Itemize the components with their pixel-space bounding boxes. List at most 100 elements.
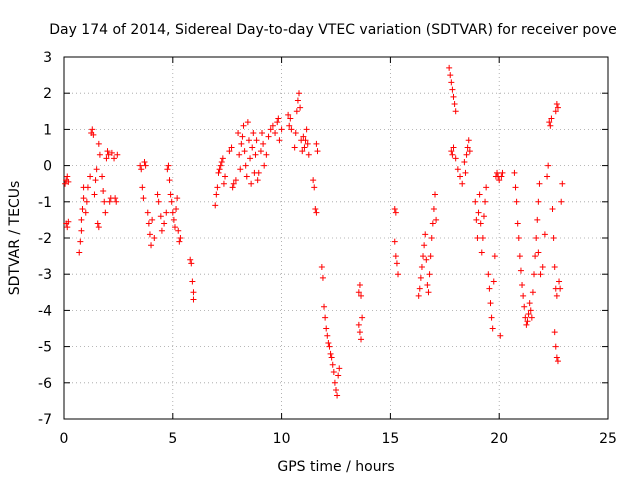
data-point bbox=[485, 271, 492, 278]
data-point bbox=[534, 216, 541, 223]
data-point bbox=[391, 206, 398, 213]
data-point bbox=[292, 130, 299, 137]
data-point bbox=[261, 162, 268, 169]
data-point bbox=[491, 253, 498, 260]
data-point bbox=[556, 278, 563, 285]
data-point bbox=[103, 155, 110, 162]
data-point bbox=[422, 231, 429, 238]
data-point bbox=[318, 263, 325, 270]
data-point bbox=[254, 177, 261, 184]
data-point bbox=[78, 216, 85, 223]
data-point bbox=[355, 289, 362, 296]
data-point bbox=[299, 148, 306, 155]
data-point bbox=[214, 184, 221, 191]
data-point bbox=[102, 209, 109, 216]
data-point bbox=[297, 104, 304, 111]
data-point bbox=[291, 144, 298, 151]
x-tick-label: 0 bbox=[60, 431, 69, 447]
data-point bbox=[553, 101, 560, 108]
data-point bbox=[514, 220, 521, 227]
data-point bbox=[137, 162, 144, 169]
data-point bbox=[164, 166, 171, 173]
y-tick-label: -2 bbox=[38, 231, 52, 247]
data-point bbox=[217, 162, 224, 169]
data-point bbox=[259, 130, 266, 137]
data-point bbox=[447, 72, 454, 79]
data-point bbox=[448, 79, 455, 86]
data-point bbox=[531, 271, 538, 278]
data-point bbox=[520, 292, 527, 299]
data-point bbox=[450, 93, 457, 100]
data-point bbox=[321, 303, 328, 310]
data-point bbox=[483, 184, 490, 191]
data-point bbox=[104, 148, 111, 155]
data-point bbox=[161, 220, 168, 227]
data-point bbox=[239, 133, 246, 140]
data-point bbox=[392, 253, 399, 260]
data-point bbox=[552, 108, 559, 115]
data-point bbox=[190, 296, 197, 303]
x-axis-ticks: 0 5 10 15 20 25 bbox=[60, 57, 617, 447]
data-point bbox=[170, 216, 177, 223]
data-point bbox=[515, 235, 522, 241]
data-point bbox=[313, 209, 320, 216]
data-point bbox=[167, 191, 174, 198]
data-point bbox=[551, 263, 558, 270]
data-point bbox=[466, 148, 473, 155]
data-point bbox=[84, 184, 91, 191]
data-point bbox=[311, 184, 318, 191]
data-point bbox=[275, 115, 282, 122]
data-point bbox=[457, 173, 464, 180]
data-point bbox=[163, 209, 170, 216]
data-point bbox=[554, 358, 561, 365]
y-tick-label: -3 bbox=[38, 267, 52, 283]
data-point bbox=[476, 191, 483, 198]
data-point bbox=[240, 122, 247, 129]
data-point bbox=[465, 137, 472, 144]
x-tick-label: 25 bbox=[599, 431, 617, 447]
data-point bbox=[252, 151, 259, 158]
y-axis-label: SDTVAR / TECUs bbox=[7, 181, 23, 296]
x-tick-label: 10 bbox=[273, 431, 291, 447]
data-point bbox=[494, 169, 501, 176]
y-tick-label: -1 bbox=[38, 195, 52, 211]
data-point bbox=[144, 209, 151, 216]
data-point bbox=[472, 198, 479, 205]
data-point bbox=[433, 216, 440, 223]
data-point bbox=[473, 216, 480, 223]
data-point bbox=[548, 115, 555, 122]
data-point bbox=[314, 148, 321, 155]
data-point bbox=[142, 162, 149, 169]
data-point bbox=[187, 256, 194, 263]
data-point bbox=[272, 130, 279, 137]
data-point bbox=[303, 126, 310, 133]
data-point bbox=[237, 166, 244, 173]
data-point bbox=[355, 321, 362, 328]
data-point bbox=[108, 149, 115, 156]
data-point bbox=[177, 235, 184, 241]
data-point bbox=[64, 173, 71, 180]
y-tick-label: -7 bbox=[38, 412, 52, 428]
data-point bbox=[174, 195, 181, 202]
data-point bbox=[477, 220, 484, 227]
data-point bbox=[428, 235, 435, 241]
data-point bbox=[512, 184, 519, 191]
y-tick-label: 1 bbox=[43, 122, 52, 138]
data-point bbox=[80, 195, 87, 202]
data-point bbox=[241, 148, 248, 155]
data-point bbox=[226, 148, 233, 155]
data-point bbox=[513, 198, 520, 205]
data-point bbox=[151, 235, 158, 241]
data-point bbox=[479, 235, 486, 241]
data-point bbox=[429, 220, 436, 227]
data-point bbox=[391, 238, 398, 245]
data-point bbox=[155, 198, 162, 205]
y-tick-label: -6 bbox=[38, 376, 52, 392]
data-point bbox=[521, 303, 528, 310]
data-point bbox=[62, 180, 69, 187]
data-point bbox=[302, 137, 309, 144]
data-point bbox=[554, 104, 561, 111]
data-point bbox=[322, 314, 329, 321]
y-axis-ticks: -7 -6 -5 -4 -3 -2 -1 0 1 2 3 bbox=[38, 50, 608, 428]
